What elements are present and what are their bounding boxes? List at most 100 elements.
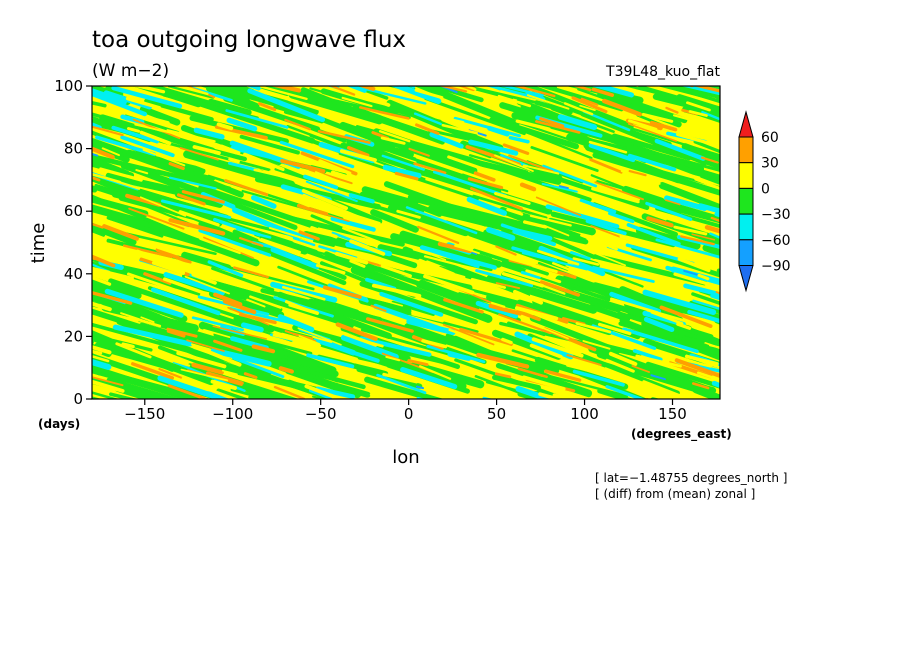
anomaly-positive-streak bbox=[566, 354, 602, 366]
anomaly-positive-streak bbox=[243, 372, 258, 379]
anomaly-neutral-streak bbox=[620, 170, 661, 185]
anomaly-strong-negative-streak bbox=[572, 369, 625, 387]
anomaly-negative-streak bbox=[108, 278, 247, 329]
colorbar-label: 0 bbox=[761, 181, 770, 197]
anomaly-strong-negative-streak bbox=[642, 289, 717, 316]
anomaly-strong-negative-streak bbox=[330, 216, 376, 232]
anomaly-strong-negative-streak bbox=[279, 140, 355, 169]
anomaly-negative-streak bbox=[652, 140, 720, 170]
anomaly-strong-negative-streak bbox=[698, 203, 720, 214]
anomaly-neutral-streak bbox=[378, 130, 411, 143]
anomaly-negative-streak bbox=[92, 144, 216, 181]
anomaly-positive-streak bbox=[467, 177, 504, 190]
anomaly-positive-streak bbox=[335, 322, 378, 342]
anomaly-strong-negative-streak bbox=[475, 269, 534, 288]
anomaly-negative-streak bbox=[485, 58, 531, 75]
anomaly-neutral-streak bbox=[382, 372, 419, 384]
anomaly-neutral-streak bbox=[92, 243, 119, 253]
anomaly-strong-negative-streak bbox=[710, 294, 720, 301]
anomaly-positive-streak bbox=[710, 216, 720, 223]
anomaly-negative-streak bbox=[390, 233, 502, 268]
anomaly-negative-streak bbox=[468, 154, 529, 173]
anomaly-strong-negative-streak bbox=[30, 147, 66, 158]
anomaly-neutral-streak bbox=[490, 301, 506, 308]
y-tick-label: 0 bbox=[73, 390, 83, 408]
anomaly-negative-streak bbox=[257, 409, 295, 420]
anomaly-neutral-streak bbox=[509, 410, 523, 413]
x-tick-label: 50 bbox=[487, 405, 506, 423]
anomaly-neutral-streak bbox=[183, 71, 221, 84]
anomaly-very-negative-streak bbox=[558, 185, 569, 190]
anomaly-negative-streak bbox=[604, 343, 638, 354]
anomaly-neutral-streak bbox=[166, 129, 216, 143]
anomaly-positive-streak bbox=[692, 382, 710, 390]
anomaly-positive-streak bbox=[692, 86, 720, 93]
anomaly-neutral-streak bbox=[156, 245, 179, 256]
units-label: (W m−2) bbox=[92, 61, 169, 81]
anomaly-neutral-streak bbox=[249, 295, 282, 309]
anomaly-positive-streak bbox=[665, 106, 679, 114]
anomaly-positive-streak bbox=[512, 86, 556, 98]
anomaly-neutral-streak bbox=[334, 251, 369, 265]
anomaly-negative-streak bbox=[8, 303, 82, 325]
anomaly-strong-negative-streak bbox=[112, 324, 193, 347]
anomaly-neutral-streak bbox=[726, 355, 756, 367]
anomaly-neutral-streak bbox=[423, 274, 475, 295]
anomaly-neutral-streak bbox=[199, 237, 241, 255]
anomaly-neutral-streak bbox=[635, 354, 682, 368]
anomaly-neutral-streak bbox=[152, 117, 170, 125]
y-axis-title: time bbox=[28, 223, 49, 264]
anomaly-neutral-streak bbox=[673, 272, 714, 287]
anomaly-strong-negative-streak bbox=[740, 403, 785, 420]
anomaly-neutral-streak bbox=[515, 119, 551, 131]
anomaly-strong-negative-streak bbox=[270, 246, 320, 270]
anomaly-positive-streak bbox=[437, 241, 472, 254]
anomaly-strong-negative-streak bbox=[95, 135, 157, 157]
anomaly-strong-negative-streak bbox=[262, 220, 314, 241]
anomaly-negative-streak bbox=[370, 209, 419, 233]
anomaly-neutral-streak bbox=[228, 157, 240, 164]
anomaly-strong-negative-streak bbox=[120, 135, 175, 158]
anomaly-neutral-streak bbox=[378, 261, 405, 271]
anomaly-neutral-streak bbox=[318, 159, 352, 175]
anomaly-neutral-streak bbox=[708, 344, 720, 349]
anomaly-neutral-streak bbox=[68, 177, 77, 180]
anomaly-strong-negative-streak bbox=[711, 380, 720, 389]
anomaly-neutral-streak bbox=[750, 394, 785, 406]
anomaly-neutral-streak bbox=[243, 152, 285, 172]
anomaly-strong-negative-streak bbox=[92, 88, 127, 105]
anomaly-negative-streak bbox=[361, 186, 419, 207]
anomaly-negative-streak bbox=[373, 128, 446, 158]
anomaly-neutral-streak bbox=[140, 316, 155, 323]
anomaly-strong-negative-streak bbox=[381, 154, 425, 171]
anomaly-strong-negative-streak bbox=[655, 238, 720, 259]
chart-title: toa outgoing longwave flux bbox=[92, 27, 406, 53]
anomaly-neutral-streak bbox=[418, 258, 455, 277]
x-tick-label: 100 bbox=[570, 405, 599, 423]
anomaly-neutral-streak bbox=[513, 289, 544, 305]
annotation-diff: [ (diff) from (mean) zonal ] bbox=[595, 487, 755, 501]
anomaly-positive-streak bbox=[415, 123, 440, 135]
anomaly-neutral-streak bbox=[181, 376, 210, 390]
anomaly-neutral-streak bbox=[130, 86, 166, 94]
anomaly-positive-streak bbox=[92, 125, 124, 137]
anomaly-neutral-streak bbox=[494, 154, 534, 172]
colorbar-label: 60 bbox=[761, 130, 779, 146]
anomaly-negative-streak bbox=[486, 294, 536, 311]
anomaly-strong-negative-streak bbox=[446, 403, 472, 409]
colorbar-label: −30 bbox=[761, 207, 791, 223]
anomaly-positive-streak bbox=[387, 65, 440, 83]
anomaly-negative-streak bbox=[182, 272, 309, 313]
anomaly-neutral-streak bbox=[371, 283, 422, 298]
anomaly-positive-streak bbox=[469, 187, 523, 211]
anomaly-strong-negative-streak bbox=[231, 356, 285, 379]
anomaly-neutral-streak bbox=[135, 249, 177, 268]
anomaly-negative-streak bbox=[92, 353, 106, 364]
anomaly-neutral-streak bbox=[349, 259, 366, 268]
anomaly-positive-streak bbox=[155, 248, 192, 265]
anomaly-strong-negative-streak bbox=[191, 316, 244, 332]
anomaly-neutral-streak bbox=[641, 112, 674, 123]
anomaly-neutral-streak bbox=[203, 328, 231, 338]
anomaly-negative-streak bbox=[92, 277, 121, 292]
anomaly-strong-negative-streak bbox=[416, 396, 425, 399]
